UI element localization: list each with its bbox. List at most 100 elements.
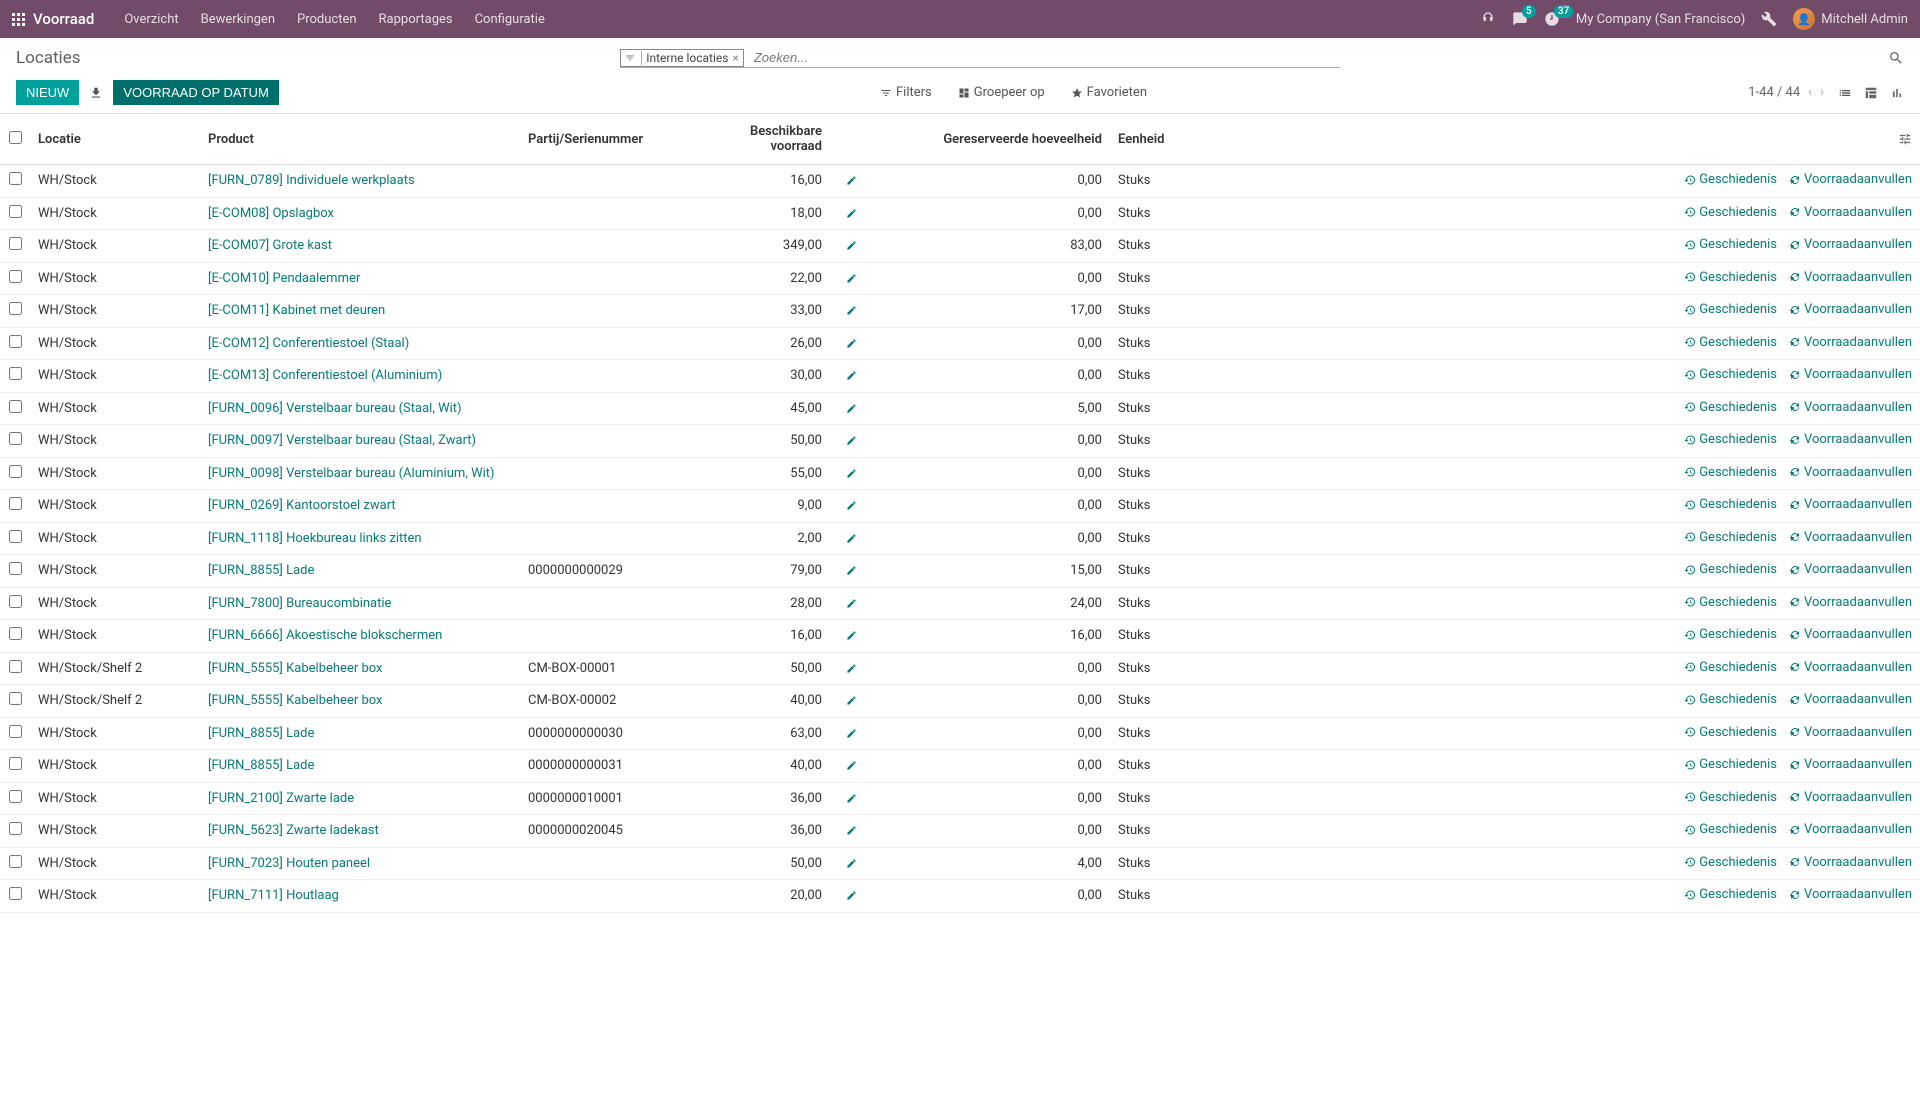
menu-configuration[interactable]: Configuratie [475, 12, 545, 27]
table-row[interactable]: WH/Stock[E-COM11] Kabinet met deuren33,0… [0, 295, 1920, 328]
edit-pencil-icon[interactable] [846, 433, 857, 448]
history-button[interactable]: Geschiedenis [1684, 660, 1777, 675]
row-checkbox[interactable] [9, 270, 22, 283]
table-row[interactable]: WH/Stock[FURN_6666] Akoestische bloksche… [0, 620, 1920, 653]
row-checkbox[interactable] [9, 855, 22, 868]
history-button[interactable]: Geschiedenis [1684, 367, 1777, 382]
product-link[interactable]: [FURN_7111] Houtlaag [208, 888, 339, 903]
col-uom[interactable]: Eenheid [1110, 114, 1180, 165]
replenish-button[interactable]: Voorraadaanvullen [1789, 335, 1912, 350]
search-facet[interactable]: Interne locaties × [620, 49, 744, 67]
edit-pencil-icon[interactable] [846, 823, 857, 838]
table-row[interactable]: WH/Stock[FURN_1118] Hoekbureau links zit… [0, 522, 1920, 555]
history-button[interactable]: Geschiedenis [1684, 465, 1777, 480]
optional-columns-icon[interactable] [1890, 114, 1920, 165]
history-button[interactable]: Geschiedenis [1684, 237, 1777, 252]
row-checkbox[interactable] [9, 660, 22, 673]
product-link[interactable]: [FURN_7023] Houten paneel [208, 856, 370, 871]
product-link[interactable]: [FURN_0097] Verstelbaar bureau (Staal, Z… [208, 433, 476, 448]
edit-pencil-icon[interactable] [846, 791, 857, 806]
table-row[interactable]: WH/Stock[FURN_7800] Bureaucombinatie28,0… [0, 587, 1920, 620]
row-checkbox[interactable] [9, 530, 22, 543]
history-button[interactable]: Geschiedenis [1684, 790, 1777, 805]
product-link[interactable]: [FURN_5623] Zwarte ladekast [208, 823, 379, 838]
row-checkbox[interactable] [9, 692, 22, 705]
edit-pencil-icon[interactable] [846, 726, 857, 741]
row-checkbox[interactable] [9, 400, 22, 413]
edit-pencil-icon[interactable] [846, 888, 857, 903]
product-link[interactable]: [FURN_6666] Akoestische blokschermen [208, 628, 442, 643]
pager-next-icon[interactable]: › [1820, 85, 1824, 100]
edit-pencil-icon[interactable] [846, 563, 857, 578]
replenish-button[interactable]: Voorraadaanvullen [1789, 205, 1912, 220]
history-button[interactable]: Geschiedenis [1684, 627, 1777, 642]
product-link[interactable]: [E-COM07] Grote kast [208, 238, 332, 253]
replenish-button[interactable]: Voorraadaanvullen [1789, 627, 1912, 642]
replenish-button[interactable]: Voorraadaanvullen [1789, 595, 1912, 610]
table-row[interactable]: WH/Stock[FURN_8855] Lade000000000002979,… [0, 555, 1920, 588]
select-all-checkbox[interactable] [9, 131, 22, 144]
view-graph-icon[interactable] [1890, 85, 1904, 100]
replenish-button[interactable]: Voorraadaanvullen [1789, 530, 1912, 545]
table-row[interactable]: WH/Stock[FURN_8855] Lade000000000003140,… [0, 750, 1920, 783]
product-link[interactable]: [FURN_1118] Hoekbureau links zitten [208, 531, 422, 546]
edit-pencil-icon[interactable] [846, 271, 857, 286]
row-checkbox[interactable] [9, 757, 22, 770]
table-row[interactable]: WH/Stock[E-COM10] Pendaalemmer22,000,00S… [0, 262, 1920, 295]
table-row[interactable]: WH/Stock/Shelf 2[FURN_5555] Kabelbeheer … [0, 685, 1920, 718]
col-location[interactable]: Locatie [30, 114, 200, 165]
row-checkbox[interactable] [9, 367, 22, 380]
replenish-button[interactable]: Voorraadaanvullen [1789, 172, 1912, 187]
edit-pencil-icon[interactable] [846, 628, 857, 643]
search-input[interactable] [750, 48, 1340, 67]
row-checkbox[interactable] [9, 172, 22, 185]
product-link[interactable]: [FURN_5555] Kabelbeheer box [208, 693, 383, 708]
replenish-button[interactable]: Voorraadaanvullen [1789, 660, 1912, 675]
row-checkbox[interactable] [9, 822, 22, 835]
new-button[interactable]: NIEUW [16, 80, 79, 105]
product-link[interactable]: [E-COM11] Kabinet met deuren [208, 303, 385, 318]
history-button[interactable]: Geschiedenis [1684, 887, 1777, 902]
menu-reporting[interactable]: Rapportages [379, 12, 453, 27]
product-link[interactable]: [FURN_8855] Lade [208, 563, 314, 578]
edit-pencil-icon[interactable] [846, 368, 857, 383]
product-link[interactable]: [FURN_8855] Lade [208, 726, 314, 741]
edit-pencil-icon[interactable] [846, 401, 857, 416]
table-row[interactable]: WH/Stock[FURN_7023] Houten paneel50,004,… [0, 847, 1920, 880]
favorites-button[interactable]: Favorieten [1071, 85, 1147, 100]
col-lot[interactable]: Partij/Serienummer [520, 114, 710, 165]
row-checkbox[interactable] [9, 302, 22, 315]
view-list-icon[interactable] [1838, 85, 1852, 100]
history-button[interactable]: Geschiedenis [1684, 692, 1777, 707]
table-row[interactable]: WH/Stock[E-COM08] Opslagbox18,000,00Stuk… [0, 197, 1920, 230]
history-button[interactable]: Geschiedenis [1684, 595, 1777, 610]
row-checkbox[interactable] [9, 725, 22, 738]
history-button[interactable]: Geschiedenis [1684, 270, 1777, 285]
groupby-button[interactable]: Groepeer op [958, 85, 1045, 100]
table-row[interactable]: WH/Stock[FURN_0096] Verstelbaar bureau (… [0, 392, 1920, 425]
row-checkbox[interactable] [9, 237, 22, 250]
table-row[interactable]: WH/Stock[FURN_8855] Lade000000000003063,… [0, 717, 1920, 750]
table-row[interactable]: WH/Stock[FURN_7111] Houtlaag20,000,00Stu… [0, 880, 1920, 913]
history-button[interactable]: Geschiedenis [1684, 302, 1777, 317]
table-row[interactable]: WH/Stock/Shelf 2[FURN_5555] Kabelbeheer … [0, 652, 1920, 685]
replenish-button[interactable]: Voorraadaanvullen [1789, 497, 1912, 512]
row-checkbox[interactable] [9, 627, 22, 640]
product-link[interactable]: [FURN_8855] Lade [208, 758, 314, 773]
activities-icon[interactable]: 37 [1544, 11, 1560, 27]
table-row[interactable]: WH/Stock[FURN_0269] Kantoorstoel zwart9,… [0, 490, 1920, 523]
history-button[interactable]: Geschiedenis [1684, 725, 1777, 740]
apps-menu-button[interactable]: Voorraad [12, 10, 94, 28]
history-button[interactable]: Geschiedenis [1684, 855, 1777, 870]
pager-value[interactable]: 1-44 / 44 [1748, 85, 1800, 100]
table-row[interactable]: WH/Stock[FURN_0097] Verstelbaar bureau (… [0, 425, 1920, 458]
search-box[interactable]: Interne locaties × [620, 48, 1340, 68]
history-button[interactable]: Geschiedenis [1684, 530, 1777, 545]
table-row[interactable]: WH/Stock[E-COM07] Grote kast349,0083,00S… [0, 230, 1920, 263]
edit-pencil-icon[interactable] [846, 466, 857, 481]
menu-overview[interactable]: Overzicht [124, 12, 178, 27]
row-checkbox[interactable] [9, 465, 22, 478]
edit-pencil-icon[interactable] [846, 173, 857, 188]
replenish-button[interactable]: Voorraadaanvullen [1789, 302, 1912, 317]
product-link[interactable]: [E-COM13] Conferentiestoel (Aluminium) [208, 368, 442, 383]
